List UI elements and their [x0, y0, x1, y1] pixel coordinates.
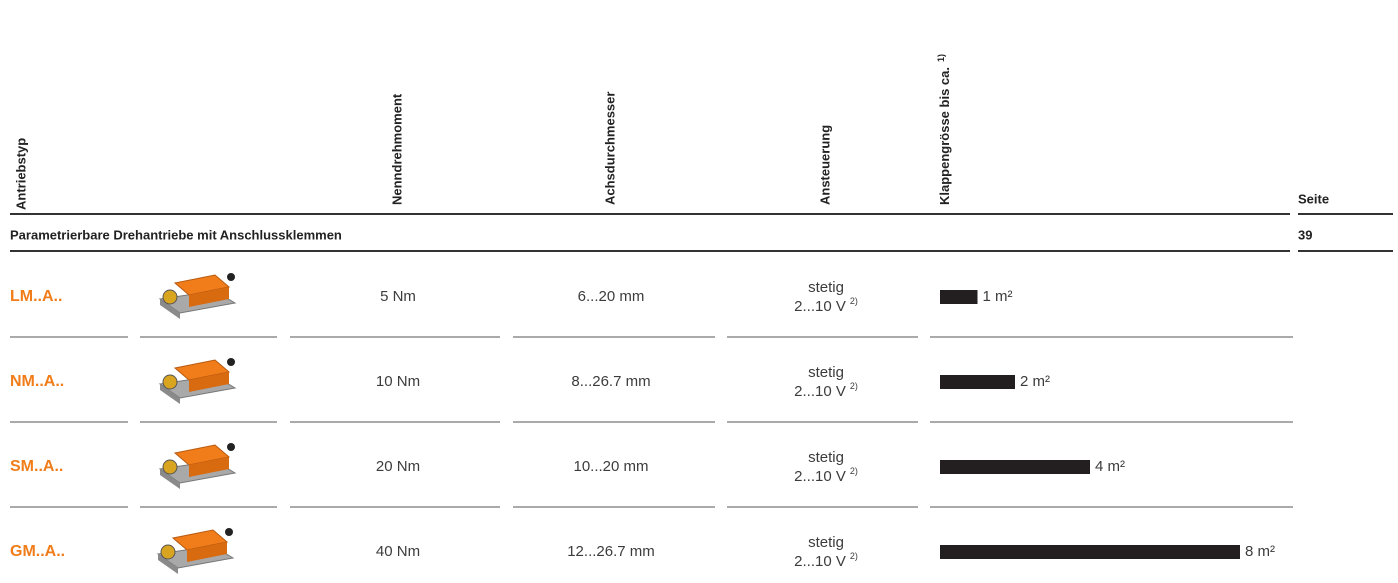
- actuator-hub: [162, 459, 178, 475]
- footnote-mark: 2): [850, 551, 858, 561]
- actuator-side: [160, 384, 180, 404]
- control: stetig: [808, 364, 844, 381]
- actuator-front: [189, 372, 229, 392]
- product-image: [158, 273, 237, 319]
- damper-label: 1 m²: [983, 288, 1013, 305]
- col-header: Klappengrösse bis ca. 1): [936, 54, 952, 205]
- section-title: Parametrierbare Drehantriebe mit Anschlu…: [10, 227, 342, 242]
- shaft: 10...20 mm: [573, 458, 648, 475]
- actuator-front: [187, 542, 227, 562]
- actuator-plug: [227, 273, 235, 281]
- type-name: NM..A..: [10, 373, 64, 390]
- signal-text: 2...10 V: [794, 383, 846, 400]
- page-header: Seite: [1298, 191, 1329, 206]
- actuator-side: [158, 554, 178, 574]
- signal: 2...10 V 2): [794, 466, 858, 485]
- damper-bar: [940, 460, 1090, 474]
- actuator-plug: [225, 528, 233, 536]
- signal-text: 2...10 V: [794, 298, 846, 315]
- torque: 40 Nm: [376, 543, 420, 560]
- footnote-mark: 2): [850, 381, 858, 391]
- type-name: LM..A..: [10, 288, 62, 305]
- actuator-hub: [162, 374, 178, 390]
- control: stetig: [808, 534, 844, 551]
- control: stetig: [808, 449, 844, 466]
- damper-bar: [940, 375, 1015, 389]
- signal-text: 2...10 V: [794, 553, 846, 570]
- col-header-text: Klappengrösse bis ca.: [937, 67, 952, 205]
- damper-label: 2 m²: [1020, 373, 1050, 390]
- col-header: Achsdurchmesser: [602, 92, 617, 205]
- actuator-front: [189, 457, 229, 477]
- actuator-plug: [227, 358, 235, 366]
- torque: 20 Nm: [376, 458, 420, 475]
- damper-bar: [940, 545, 1240, 559]
- damper-label: 4 m²: [1095, 458, 1125, 475]
- signal-text: 2...10 V: [794, 468, 846, 485]
- type-name: SM..A..: [10, 458, 63, 475]
- col-header: Antriebstyp: [13, 138, 28, 210]
- footnote-mark: 1): [936, 54, 946, 62]
- product-image: [156, 528, 235, 574]
- col-header: Ansteuerung: [817, 125, 832, 205]
- shaft: 12...26.7 mm: [567, 543, 655, 560]
- torque: 10 Nm: [376, 373, 420, 390]
- section-page: 39: [1298, 227, 1312, 242]
- product-image: [158, 443, 237, 489]
- product-image: [158, 358, 237, 404]
- signal: 2...10 V 2): [794, 381, 858, 400]
- shaft: 8...26.7 mm: [571, 373, 650, 390]
- damper-bar: [940, 290, 978, 304]
- signal: 2...10 V 2): [794, 296, 858, 315]
- actuator-front: [189, 287, 229, 307]
- actuator-plug: [227, 443, 235, 451]
- signal: 2...10 V 2): [794, 551, 858, 570]
- actuator-hub: [162, 289, 178, 305]
- col-header: Nenndrehmoment: [389, 93, 404, 205]
- torque: 5 Nm: [380, 288, 416, 305]
- actuator-side: [160, 299, 180, 319]
- actuator-hub: [160, 544, 176, 560]
- actuator-side: [160, 469, 180, 489]
- control: stetig: [808, 279, 844, 296]
- footnote-mark: 2): [850, 296, 858, 306]
- damper-label: 8 m²: [1245, 543, 1275, 560]
- type-name: GM..A..: [10, 543, 65, 560]
- footnote-mark: 2): [850, 466, 858, 476]
- shaft: 6...20 mm: [578, 288, 645, 305]
